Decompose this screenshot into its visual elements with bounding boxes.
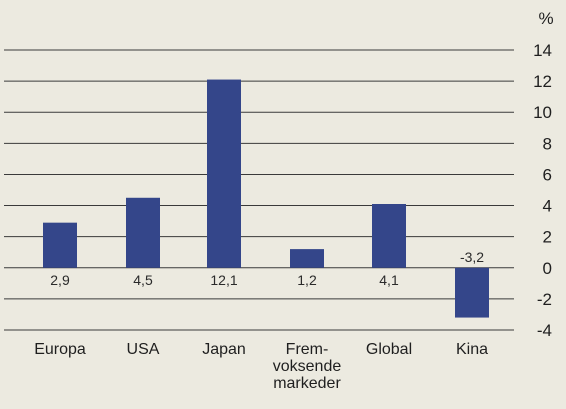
bar	[207, 79, 241, 268]
y-tick-label: 14	[533, 41, 552, 60]
y-tick-label: 10	[533, 103, 552, 122]
y-tick-label: 8	[543, 134, 552, 153]
data-label: -3,2	[460, 249, 484, 265]
bars	[43, 79, 489, 318]
bar	[43, 222, 77, 268]
category-label: Kina	[456, 341, 488, 358]
y-tick-label: 4	[543, 197, 552, 216]
category-label: Global	[366, 341, 412, 358]
category-label: Frem-	[286, 341, 329, 358]
y-tick-label: 2	[543, 228, 552, 247]
y-tick-label: 6	[543, 165, 552, 184]
y-tick-label: 12	[533, 72, 552, 91]
bar	[372, 204, 406, 268]
category-label: Japan	[202, 341, 246, 358]
y-tick-label: -2	[537, 290, 552, 309]
data-label: 4,1	[379, 272, 399, 288]
data-label: 2,9	[50, 272, 70, 288]
data-label: 4,5	[133, 272, 153, 288]
gridlines	[4, 49, 514, 331]
bar	[126, 197, 160, 268]
y-axis-tick-labels: 14 12 10 8 6 4 2 0 -2 -4	[533, 41, 552, 340]
y-tick-label: -4	[537, 321, 552, 340]
category-label: voksende	[273, 358, 342, 375]
data-label: 12,1	[210, 272, 237, 288]
category-label: Europa	[34, 341, 86, 358]
bar	[455, 267, 489, 318]
data-labels: 2,9 4,5 12,1 1,2 4,1 -3,2	[50, 249, 484, 288]
data-label: 1,2	[297, 272, 317, 288]
bar	[290, 249, 324, 268]
y-axis-unit: %	[538, 9, 553, 28]
category-label: USA	[127, 341, 160, 358]
y-tick-label: 0	[543, 259, 552, 278]
category-label: markeder	[273, 375, 341, 392]
